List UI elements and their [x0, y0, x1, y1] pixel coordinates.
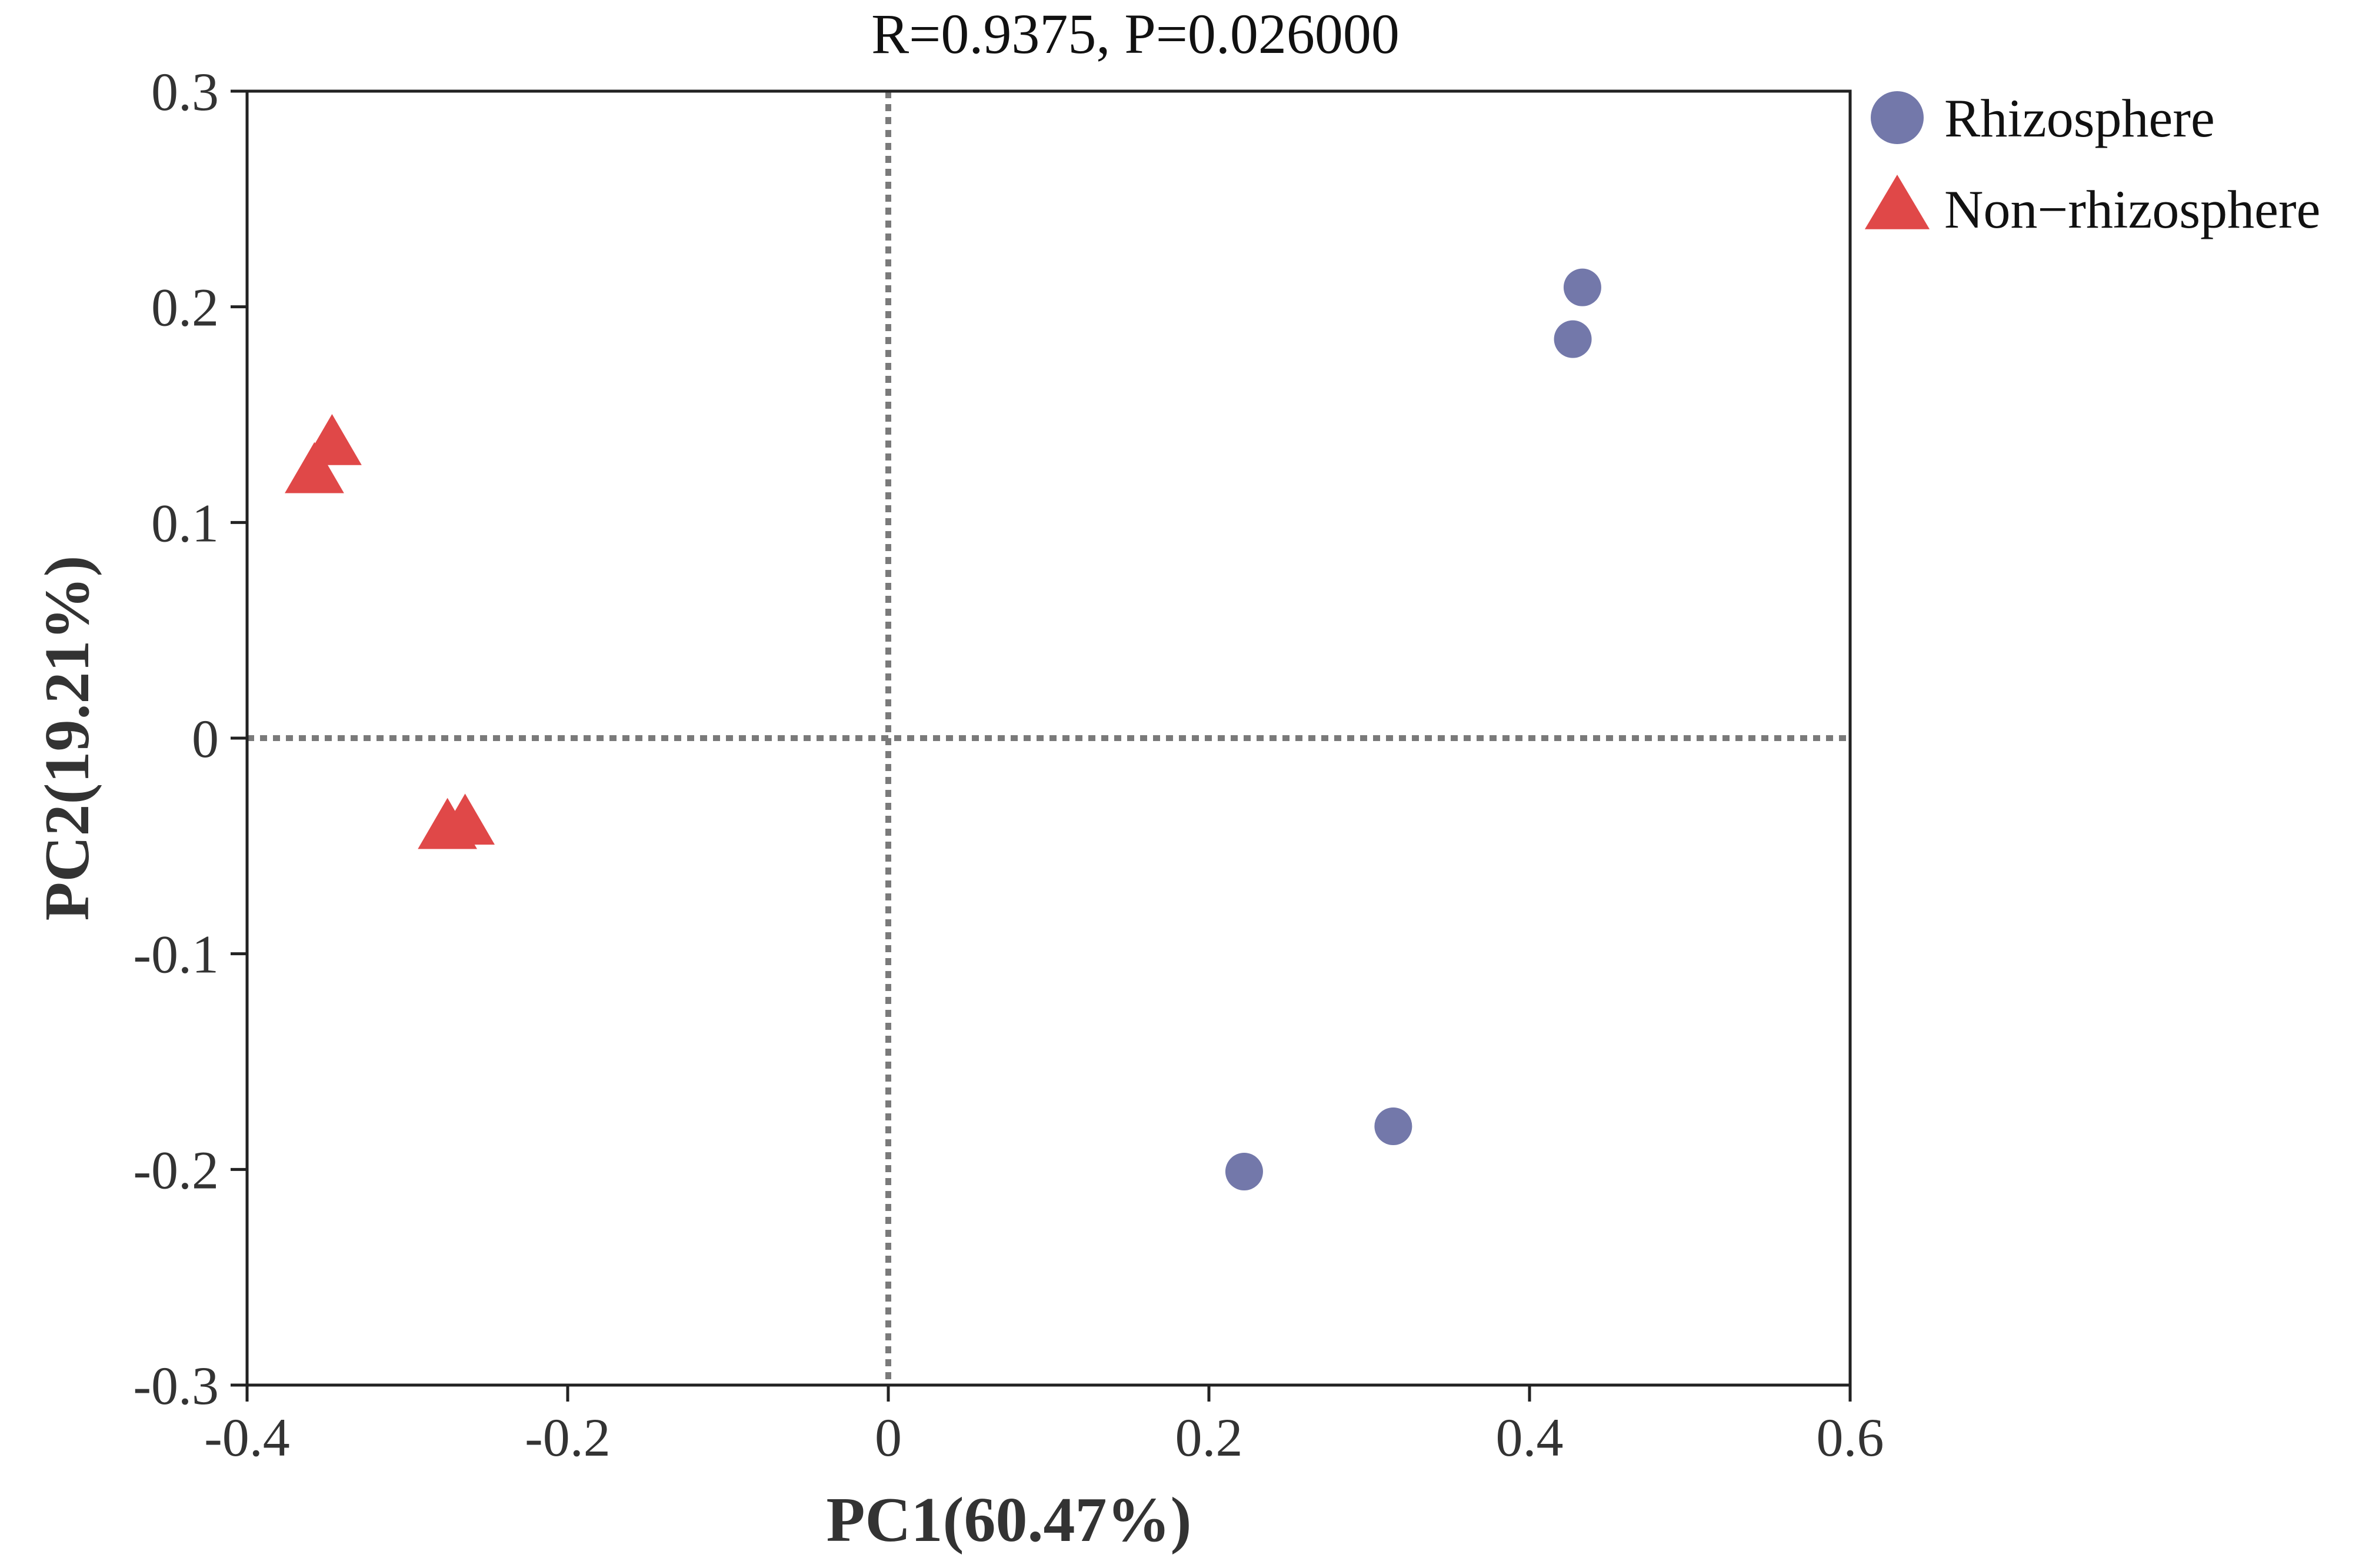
data-point-triangle: [418, 798, 478, 849]
x-axis: -0.4 -0.2 0 0.2 0.4 0.6: [204, 1385, 1884, 1467]
legend-marker-triangle: [1864, 175, 1930, 229]
x-tick-label: 0.6: [1817, 1407, 1884, 1467]
data-point-circle: [1374, 1107, 1412, 1145]
legend-label: Non−rhizosphere: [1944, 179, 2320, 239]
y-axis: 0.3 0.2 0.1 0 -0.1 -0.2 -0.3: [133, 62, 247, 1416]
x-tick-label: 0.2: [1175, 1407, 1243, 1467]
data-point-circle: [1563, 268, 1601, 306]
legend-label: Rhizosphere: [1944, 88, 2215, 148]
y-tick-label: 0.2: [151, 278, 219, 338]
y-tick-label: -0.3: [133, 1356, 219, 1416]
y-tick-label: 0.1: [151, 493, 219, 553]
data-point-circle: [1554, 320, 1592, 358]
y-axis-title: PC2(19.21%): [32, 556, 102, 921]
x-axis-title: PC1(60.47%): [827, 1485, 1192, 1555]
x-tick-label: -0.4: [204, 1407, 290, 1467]
y-tick-label: 0.3: [151, 62, 219, 122]
y-tick-label: -0.2: [133, 1140, 219, 1200]
legend: Rhizosphere Non−rhizosphere: [1864, 88, 2320, 239]
legend-marker-circle: [1871, 91, 1924, 144]
data-point-circle: [1225, 1153, 1263, 1190]
y-tick-label: 0: [192, 709, 219, 769]
data-point-triangle: [285, 442, 344, 493]
x-tick-label: 0: [875, 1407, 902, 1467]
chart-title: R=0.9375, P=0.026000: [871, 2, 1400, 65]
reference-lines: [247, 91, 1850, 1385]
y-tick-label: -0.1: [133, 925, 219, 985]
data-points: [285, 268, 1601, 1190]
x-tick-label: 0.4: [1496, 1407, 1564, 1467]
plot-area: [245, 89, 1852, 1387]
x-tick-label: -0.2: [525, 1407, 611, 1467]
